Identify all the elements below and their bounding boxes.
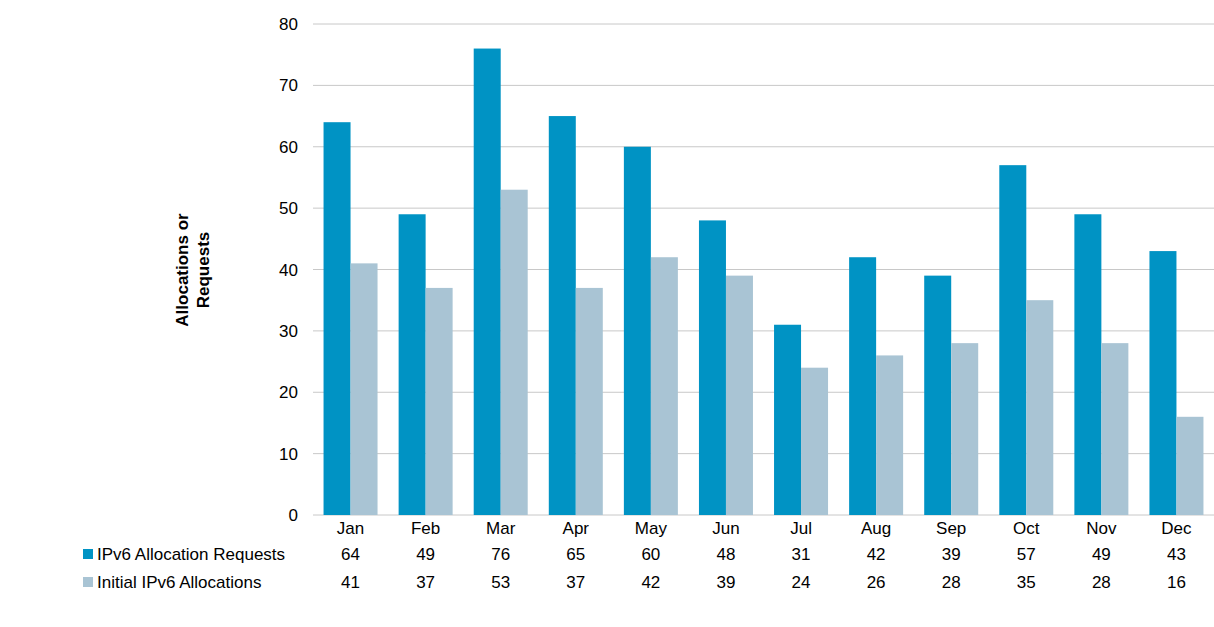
table-value: 41 — [341, 573, 360, 592]
grid-line — [313, 24, 1214, 25]
x-tick-label: Dec — [1161, 519, 1192, 538]
bar — [501, 190, 528, 515]
y-tick-label: 60 — [279, 138, 298, 157]
table-value: 39 — [716, 573, 735, 592]
legend-label: IPv6 Allocation Requests — [97, 545, 285, 564]
table-value: 64 — [341, 545, 360, 564]
bar — [924, 276, 951, 515]
y-tick-label: 40 — [279, 261, 298, 280]
x-tick-label: May — [635, 519, 668, 538]
x-tick-label: Jan — [337, 519, 364, 538]
y-tick-label: 80 — [279, 15, 298, 34]
x-tick-label: Sep — [936, 519, 966, 538]
y-tick-label: 10 — [279, 445, 298, 464]
bar — [1176, 417, 1203, 515]
table-value: 65 — [566, 545, 585, 564]
table-value: 60 — [641, 545, 660, 564]
bar — [951, 343, 978, 515]
bar — [324, 122, 351, 515]
bar — [801, 368, 828, 515]
table-value: 16 — [1167, 573, 1186, 592]
y-tick-label: 50 — [279, 199, 298, 218]
table-value: 37 — [416, 573, 435, 592]
grid-line — [313, 146, 1214, 147]
bar — [1074, 214, 1101, 515]
table-value: 43 — [1167, 545, 1186, 564]
bar — [999, 165, 1026, 515]
table-value: 53 — [491, 573, 510, 592]
legend-swatch — [83, 577, 93, 587]
x-tick-label: Jun — [712, 519, 739, 538]
y-tick-label: 0 — [289, 506, 298, 525]
table-value: 31 — [792, 545, 811, 564]
bar — [651, 257, 678, 515]
x-tick-label: Nov — [1086, 519, 1117, 538]
grid-line — [313, 85, 1214, 86]
bar — [399, 214, 426, 515]
table-value: 76 — [491, 545, 510, 564]
table-value: 49 — [1092, 545, 1111, 564]
bar — [576, 288, 603, 515]
y-tick-label: 20 — [279, 383, 298, 402]
table-value: 28 — [1092, 573, 1111, 592]
grid — [313, 24, 1214, 515]
bar — [1149, 251, 1176, 515]
table-value: 26 — [867, 573, 886, 592]
bar — [624, 147, 651, 515]
bar — [849, 257, 876, 515]
chart: 0 10 20 30 40 50 60 70 80 Allocations orRequests J… — [0, 0, 1214, 627]
table-value: 42 — [641, 573, 660, 592]
legend-label: Initial IPv6 Allocations — [97, 573, 261, 592]
table-value: 42 — [867, 545, 886, 564]
bars — [324, 49, 1204, 515]
table-value: 28 — [942, 573, 961, 592]
x-tick-label: Oct — [1013, 519, 1040, 538]
table-value: 57 — [1017, 545, 1036, 564]
bar — [1026, 300, 1053, 515]
bar — [876, 355, 903, 515]
table-value: 48 — [716, 545, 735, 564]
legend-swatch — [83, 549, 93, 559]
x-tick-label: Feb — [411, 519, 440, 538]
grid-line — [313, 208, 1214, 209]
x-tick-label: Aug — [861, 519, 891, 538]
table-value: 35 — [1017, 573, 1036, 592]
bar — [1101, 343, 1128, 515]
table-value: 39 — [942, 545, 961, 564]
table-value: 24 — [792, 573, 811, 592]
table-value: 37 — [566, 573, 585, 592]
y-tick-label: 30 — [279, 322, 298, 341]
bar — [726, 276, 753, 515]
y-tick-label: 70 — [279, 76, 298, 95]
bar — [426, 288, 453, 515]
bar — [351, 263, 378, 515]
bar — [774, 325, 801, 515]
x-tick-label: Jul — [790, 519, 812, 538]
table-value: 49 — [416, 545, 435, 564]
bar — [474, 49, 501, 515]
x-tick-label: Apr — [563, 519, 590, 538]
bar — [699, 220, 726, 515]
y-axis-label: Allocations orRequests — [173, 213, 213, 327]
bar — [549, 116, 576, 515]
x-tick-label: Mar — [486, 519, 516, 538]
